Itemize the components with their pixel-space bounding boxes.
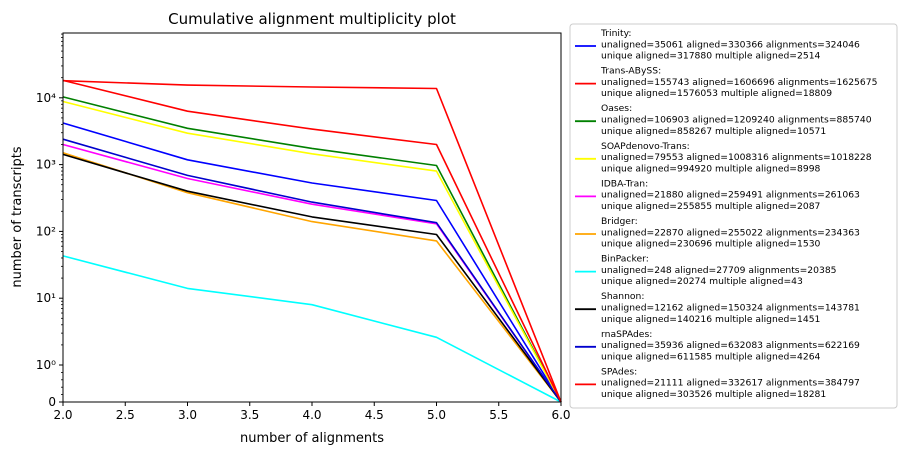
legend-label: unaligned=12162 aligned=150324 alignment… [601, 303, 860, 314]
series-line-5 [62, 152, 562, 403]
legend-label: Trinity: [600, 28, 631, 39]
legend-label: unique aligned=611585 multiple aligned=4… [601, 351, 821, 362]
legend-label: unique aligned=317880 multiple aligned=2… [601, 51, 821, 62]
y-tick-label: 10¹ [36, 291, 56, 305]
legend-label: unaligned=106903 aligned=1209240 alignme… [601, 115, 872, 126]
legend-label: unaligned=35061 aligned=330366 alignment… [601, 39, 860, 50]
plot-lines [62, 79, 562, 403]
legend: Trinity:unaligned=35061 aligned=330366 a… [569, 23, 898, 409]
legend-label: unaligned=155743 aligned=1606696 alignme… [601, 77, 878, 88]
legend-label: unaligned=21111 aligned=332617 alignment… [601, 378, 860, 389]
x-tick-label: 3.0 [178, 408, 197, 422]
x-tick-label: 3.5 [240, 408, 259, 422]
x-tick-label: 2.5 [116, 408, 135, 422]
x-tick-label: 4.5 [365, 408, 384, 422]
legend-label: IDBA-Tran: [601, 178, 648, 189]
y-tick-label: 0 [48, 395, 56, 409]
series-line-8 [62, 138, 562, 403]
legend-label: SOAPdenovo-Trans: [601, 141, 690, 152]
series-line-2 [62, 96, 562, 403]
legend-label: unaligned=22870 aligned=255022 alignment… [601, 227, 860, 238]
x-tick-label: 2.0 [53, 408, 72, 422]
legend-label: Oases: [601, 103, 632, 114]
legend-label: unique aligned=858267 multiple aligned=1… [601, 126, 826, 137]
legend-label: unique aligned=1576053 multiple aligned=… [601, 88, 832, 99]
legend-label: rnaSPAdes: [601, 329, 652, 340]
x-tick-label: 5.5 [489, 408, 508, 422]
legend-label: unaligned=79553 aligned=1008316 alignmen… [601, 152, 872, 163]
x-axis-title: number of alignments [240, 431, 384, 446]
legend-label: unique aligned=20274 multiple aligned=43 [601, 276, 803, 287]
y-tick-label: 10⁴ [36, 91, 56, 105]
legend-label: unaligned=21880 aligned=259491 alignment… [601, 190, 860, 201]
series-line-9 [62, 79, 562, 403]
legend-label: Shannon: [601, 291, 644, 302]
legend-label: Trans-ABySS: [600, 66, 661, 77]
y-tick-label: 10⁰ [36, 358, 56, 372]
x-tick-label: 4.0 [302, 408, 321, 422]
legend-label: SPAdes: [601, 366, 637, 377]
legend-label: unaligned=35936 aligned=632083 alignment… [601, 340, 860, 351]
x-tick-label: 5.0 [427, 408, 446, 422]
legend-label: unique aligned=140216 multiple aligned=1… [601, 314, 820, 325]
legend-label: unique aligned=994920 multiple aligned=8… [601, 163, 821, 174]
legend-label: unaligned=248 aligned=27709 alignments=2… [601, 265, 837, 276]
legend-label: unique aligned=255855 multiple aligned=2… [601, 201, 821, 212]
y-tick-label: 10² [36, 224, 56, 238]
y-tick-label: 10³ [36, 158, 56, 172]
legend-label: Bridger: [601, 216, 638, 227]
x-tick-label: 6.0 [551, 408, 570, 422]
legend-box [569, 23, 898, 409]
y-axis: 0 10⁰ 10¹ 10² 10³ 10⁴ [36, 33, 63, 409]
y-axis-title: number of transcripts [10, 146, 25, 287]
series-line-6 [62, 255, 562, 403]
legend-label: unique aligned=230696 multiple aligned=1… [601, 239, 821, 250]
legend-label: BinPacker: [601, 254, 649, 265]
x-axis: 2.0 2.5 3.0 3.5 4.0 4.5 5.0 5.5 6.0 [53, 402, 571, 422]
series-line-3 [62, 100, 562, 403]
series-line-7 [62, 153, 562, 403]
series-line-1 [62, 79, 562, 403]
series-line-0 [62, 122, 562, 403]
legend-label: unique aligned=303526 multiple aligned=1… [601, 389, 826, 400]
chart-title: Cumulative alignment multiplicity plot [168, 10, 456, 28]
